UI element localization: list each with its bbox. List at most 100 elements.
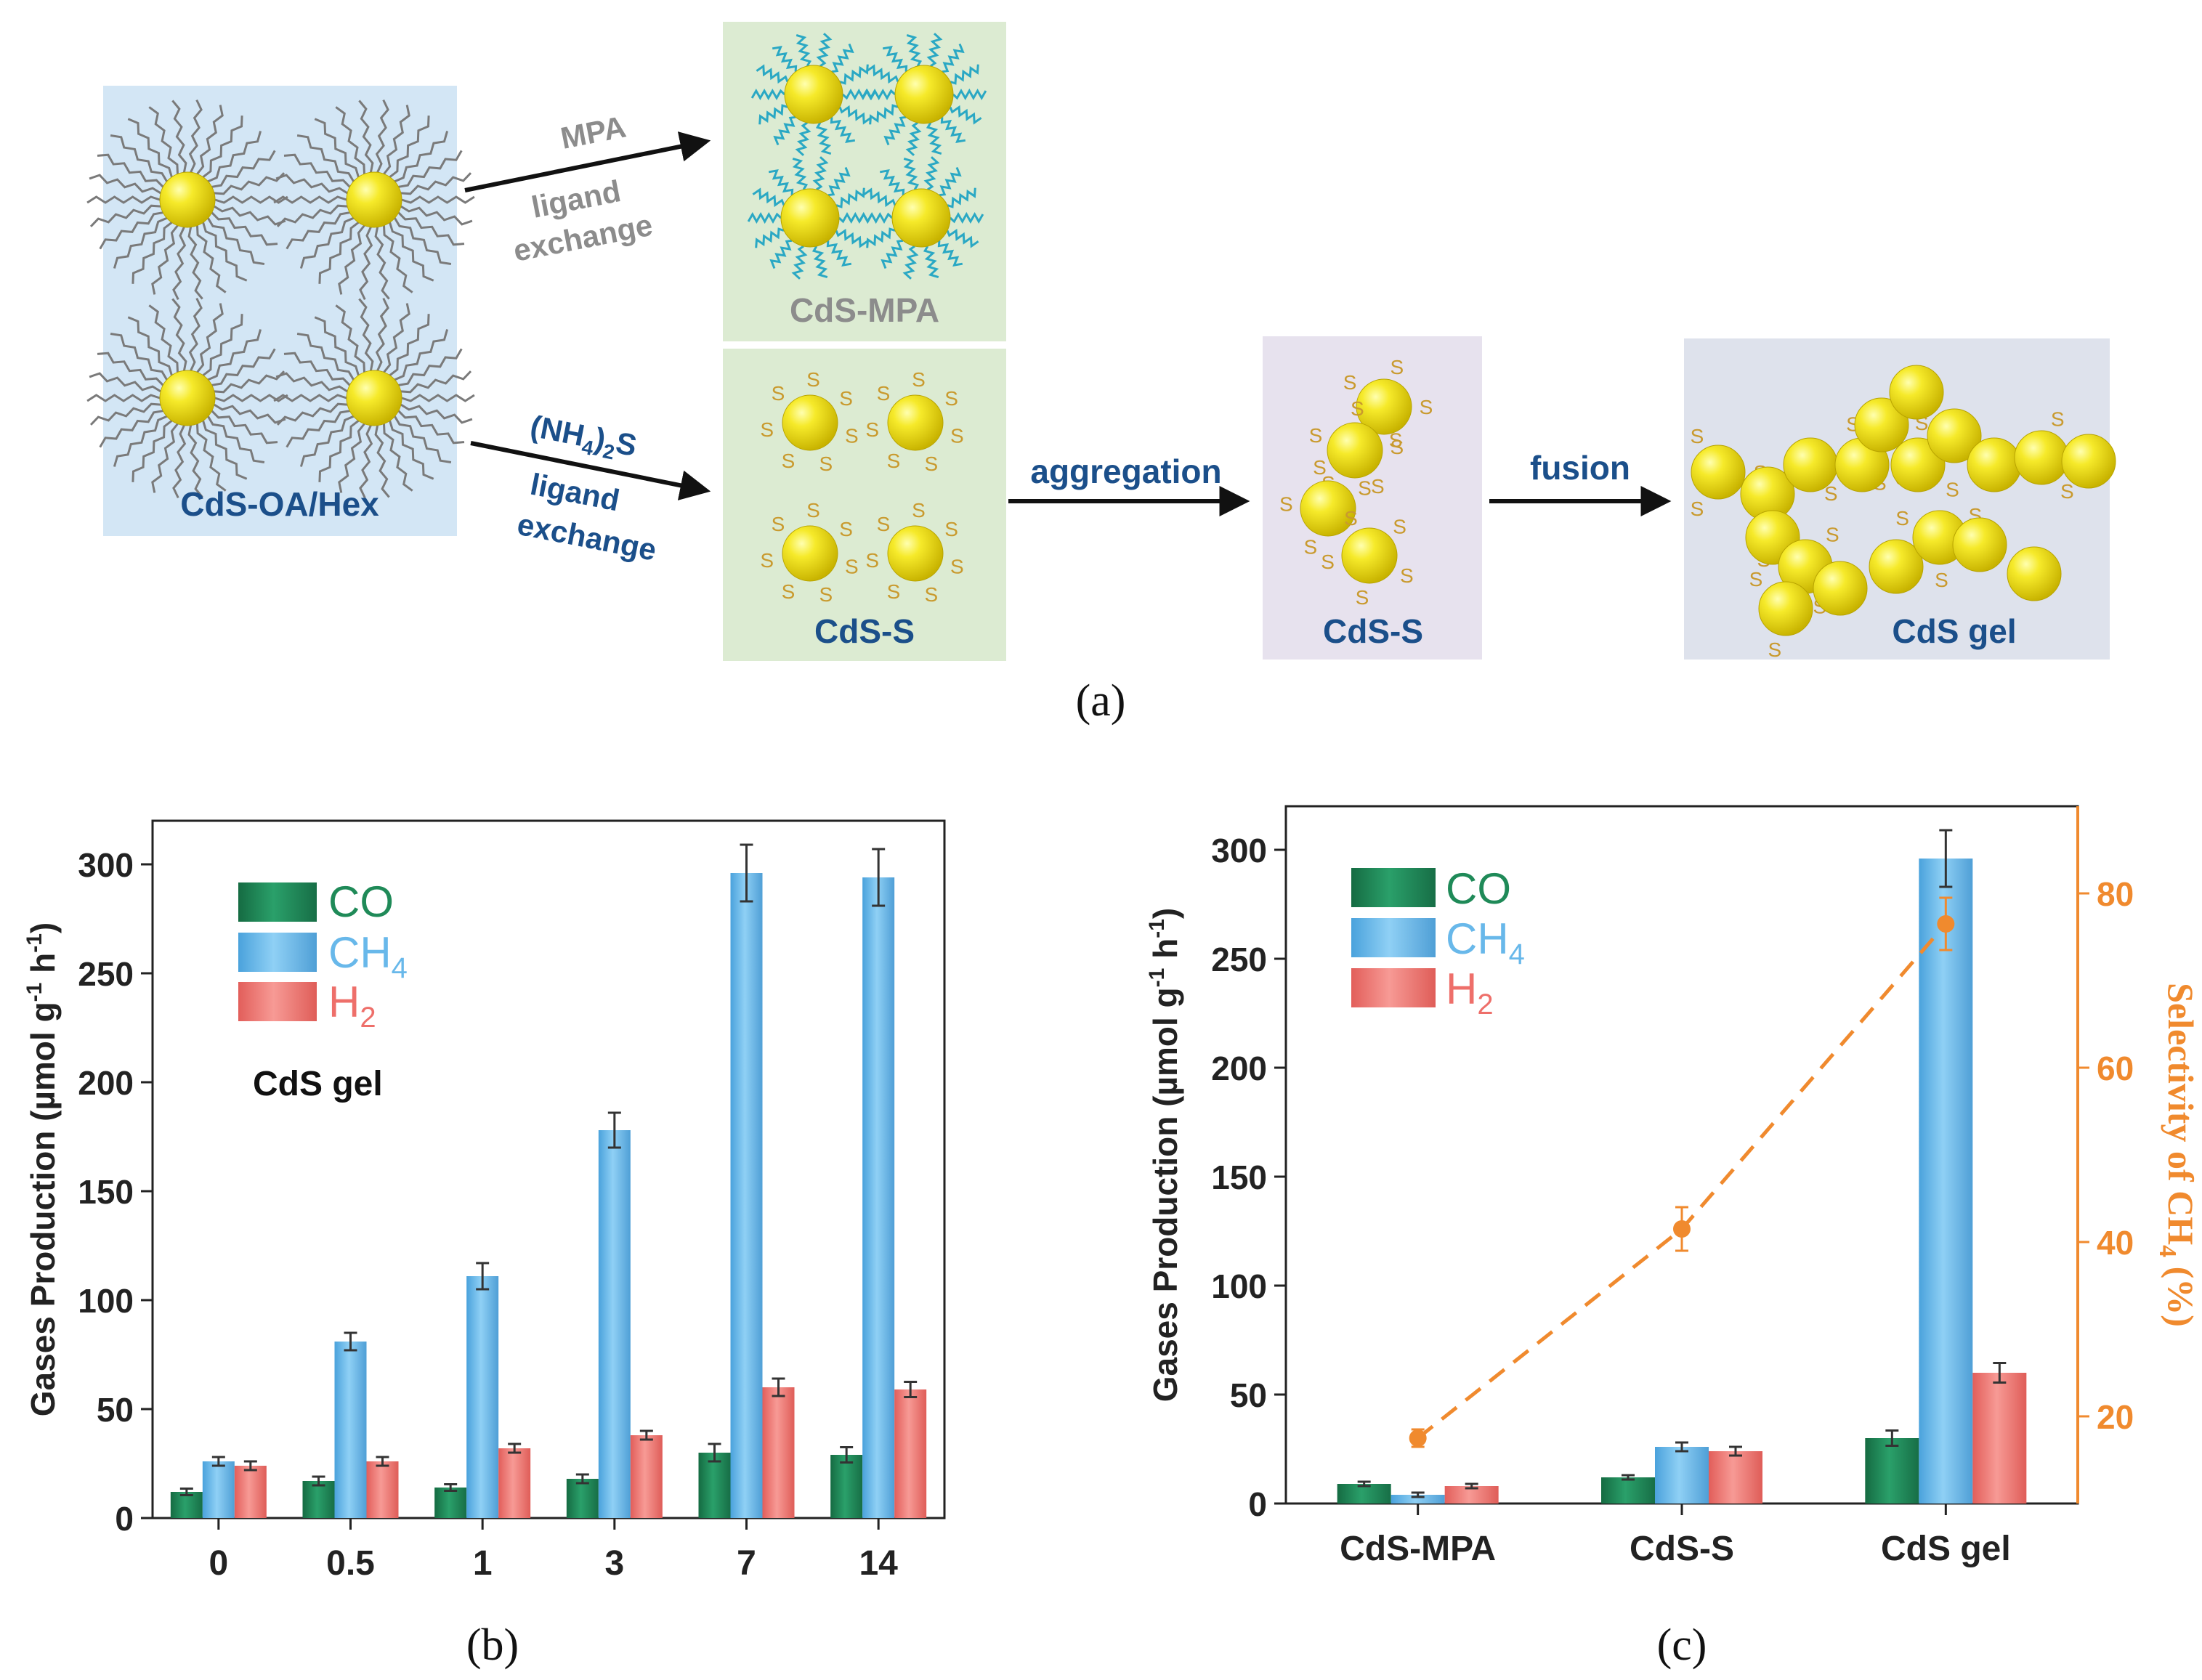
c-ylabel-sup1: -1	[1145, 968, 1169, 988]
ligand-chain	[211, 211, 278, 246]
legend-b-h2-text: H	[328, 978, 360, 1026]
sulfur-label: S	[950, 556, 964, 578]
ligand-chain	[286, 410, 350, 448]
bar-co	[1601, 1477, 1655, 1504]
ligand-chain	[110, 333, 168, 381]
legend-b-co-label: CO	[328, 877, 394, 926]
ligand-chain	[207, 415, 265, 463]
ligand-chain	[756, 64, 789, 84]
ligand-chain	[815, 122, 832, 155]
sulfur-label: S	[1691, 498, 1704, 520]
ligand-chain	[374, 425, 390, 498]
ligand-chain	[338, 224, 365, 295]
sulfur-label: S	[806, 368, 820, 391]
oa-hex-nanoparticle	[346, 370, 402, 426]
y-tick-label: 100	[1211, 1267, 1267, 1305]
ligand-chain	[214, 205, 286, 226]
ligand-chain	[769, 239, 793, 269]
sulfur-label: S	[760, 418, 774, 441]
bar-ch4	[202, 1461, 235, 1518]
y-tick-label: 200	[78, 1064, 134, 1102]
legend-c-h2-swatch	[1351, 968, 1436, 1007]
ligand-chain	[202, 115, 243, 178]
ligand-chain	[97, 153, 164, 188]
panel-c-bars	[1337, 829, 2027, 1504]
ligand-chain	[394, 415, 452, 463]
ligand-chain	[276, 402, 348, 426]
ligand-chain	[906, 33, 923, 67]
y-tick-label: 150	[78, 1173, 134, 1211]
ligand-chain	[207, 329, 262, 381]
panel-b-y-axis-label: Gases Production (µmol g-1 h-1)	[23, 922, 62, 1417]
selectivity-point	[1409, 1429, 1427, 1447]
ligand-chain	[795, 121, 811, 156]
gel-nanoparticle	[1889, 365, 1944, 420]
sulfur-label: S	[845, 425, 859, 447]
bar-co	[566, 1479, 599, 1518]
sulfur-label: S	[887, 450, 901, 472]
gel-nanoparticle	[1813, 561, 1868, 616]
gel-nanoparticle	[1783, 437, 1838, 492]
ligand-chain	[863, 187, 896, 208]
ligand-chain	[314, 316, 360, 376]
sulfur-label: S	[819, 453, 833, 475]
ligand-chain	[952, 88, 987, 101]
bar-ch4	[598, 1130, 631, 1518]
sulfur-label: S	[925, 583, 939, 606]
bar-h2	[1709, 1451, 1762, 1504]
gel-nanoparticle	[2061, 434, 2116, 489]
sulfur-label: S	[1358, 477, 1372, 500]
ligand-chain	[835, 228, 868, 248]
sulfur-label: S	[1304, 536, 1318, 559]
ligand-chain	[97, 352, 164, 386]
c-ylabel-end: )	[1146, 908, 1184, 919]
bar-ch4	[862, 877, 895, 1518]
sulfur-label: S	[1400, 564, 1414, 587]
legend-c-ch4-swatch	[1351, 918, 1436, 957]
oa-hex-nanoparticle	[159, 171, 216, 228]
sulfur-label: S	[839, 518, 853, 540]
panel-c-y2-axis-label: Selectivity of CH4 (%)	[2154, 983, 2201, 1327]
oa-hex-nanoparticle	[346, 171, 402, 228]
y-tick-label: 200	[1211, 1050, 1267, 1087]
panel-b-chart: 0 50 100 150 200 250 300 0 0.5 1 3 7 14 Gases Produ…	[23, 819, 946, 1670]
sulfur-label: S	[1344, 507, 1358, 529]
sulfur-label: S	[1371, 475, 1385, 498]
ligand-chain	[831, 43, 854, 73]
gel-nanoparticle	[1952, 517, 2007, 572]
ligand-chain	[949, 105, 982, 125]
ligand-chain	[110, 134, 168, 182]
ligand-chain	[397, 410, 465, 445]
sulfur-label: S	[2060, 480, 2074, 503]
ligand-chain	[196, 105, 224, 175]
c-ylabel-sup2: -1	[1145, 919, 1169, 938]
sulfur-label: S	[944, 518, 958, 540]
ligand-chain	[286, 211, 350, 250]
ligand-chain	[937, 240, 963, 267]
ligand-chain	[883, 115, 907, 146]
panel-c-y-axis: 0 50 100 150 200 250 300	[1211, 832, 1286, 1523]
ligand-chain	[374, 227, 390, 300]
mpa-nanoparticle	[784, 65, 843, 124]
sulfur-label: S	[877, 513, 891, 535]
gel-nanoparticle	[2014, 430, 2069, 485]
ligand-chain	[389, 115, 430, 178]
ligand-chain	[401, 394, 475, 402]
ligand-chain	[400, 205, 473, 226]
ligand-chain	[214, 370, 286, 394]
ligand-chain	[214, 403, 286, 424]
panel-b-bars	[170, 843, 927, 1518]
panel-b-y-axis: 0 50 100 150 200 250 300	[78, 846, 153, 1538]
ligand-chain	[400, 403, 473, 424]
ligand-chain	[950, 64, 979, 85]
legend-b-co-swatch	[238, 882, 317, 922]
legend-b-ch4-label: CH4	[328, 928, 408, 984]
panel-c-selectivity-series	[1409, 896, 1955, 1448]
bar-h2	[630, 1435, 663, 1518]
bar-ch4	[1391, 1495, 1445, 1504]
bar-ch4	[1655, 1447, 1709, 1504]
sulfur-label: S	[1391, 436, 1404, 458]
bar-ch4	[466, 1276, 499, 1518]
ligand-chain	[275, 372, 348, 393]
